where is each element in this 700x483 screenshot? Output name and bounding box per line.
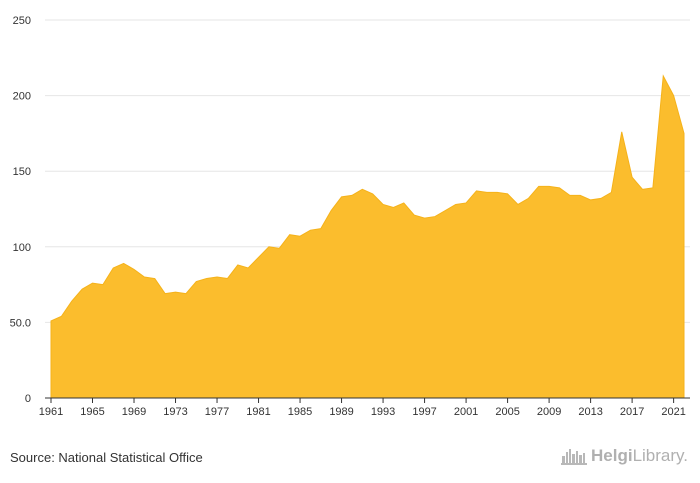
logo-text-suffix: . xyxy=(683,446,688,465)
x-tick-label-2001: 2001 xyxy=(454,406,478,418)
helgi-library-logo[interactable]: HelgiLibrary. xyxy=(561,446,688,466)
logo-text-helgi: Helgi xyxy=(591,446,633,465)
x-tick-label-1977: 1977 xyxy=(205,406,229,418)
y-tick-label-250: 250 xyxy=(13,15,31,27)
x-tick-label-2013: 2013 xyxy=(578,406,602,418)
y-tick-label-50: 50.0 xyxy=(10,317,31,329)
y-tick-label-150: 150 xyxy=(13,166,31,178)
logo-text-library: Library xyxy=(632,446,684,465)
y-tick-labels: 0 50.0 100 150 200 250 xyxy=(10,15,31,405)
x-tick-label-1969: 1969 xyxy=(122,406,146,418)
y-tick-label-100: 100 xyxy=(13,242,31,254)
x-tick-label-1965: 1965 xyxy=(80,406,104,418)
source-note: Source: National Statistical Office xyxy=(10,450,203,465)
x-tick-label-1997: 1997 xyxy=(412,406,436,418)
axes xyxy=(45,397,690,403)
x-tick-labels: 1961 1965 1969 1973 1977 1981 1985 1989 1993 1997… xyxy=(39,406,686,418)
y-tick-label-0: 0 xyxy=(25,393,31,405)
x-tick-label-1993: 1993 xyxy=(371,406,395,418)
x-tick-label-2005: 2005 xyxy=(495,406,519,418)
skyline-icon xyxy=(561,449,587,465)
y-tick-label-200: 200 xyxy=(13,91,31,103)
x-tick-label-2009: 2009 xyxy=(537,406,561,418)
x-tick-label-2017: 2017 xyxy=(620,406,644,418)
x-tick-label-1961: 1961 xyxy=(39,406,63,418)
x-tick-label-2021: 2021 xyxy=(661,406,685,418)
x-tick-label-1985: 1985 xyxy=(288,406,312,418)
x-tick-label-1973: 1973 xyxy=(163,406,187,418)
area-series xyxy=(50,74,685,399)
area-fill xyxy=(50,74,685,399)
x-tick-label-1981: 1981 xyxy=(246,406,270,418)
x-tick-label-1989: 1989 xyxy=(329,406,353,418)
